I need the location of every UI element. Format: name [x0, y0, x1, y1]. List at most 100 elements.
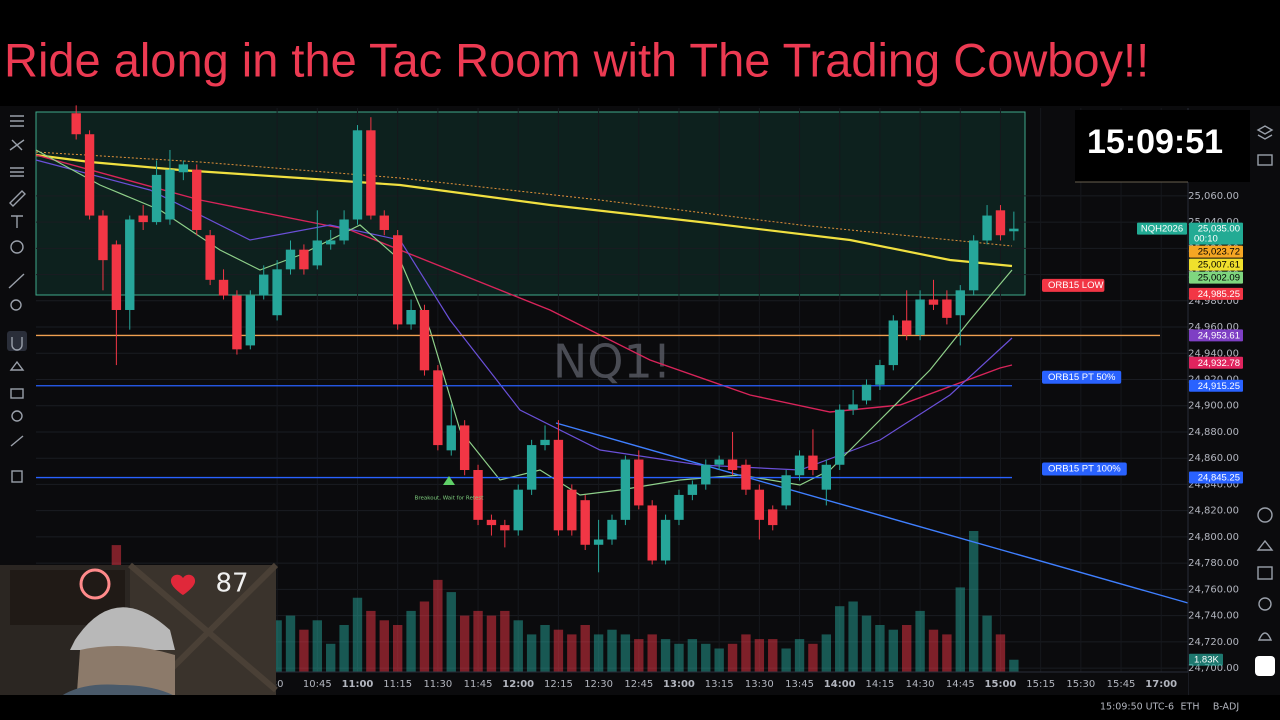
volume-bar — [540, 625, 550, 672]
candle-body — [660, 519, 671, 561]
magnet-icon[interactable] — [11, 337, 23, 351]
volume-bar — [607, 629, 617, 672]
chart-icon[interactable] — [1256, 539, 1274, 551]
x-tick-label: 11:30 — [423, 679, 452, 690]
calendar-icon[interactable] — [1257, 566, 1273, 580]
volume-bar — [326, 643, 336, 672]
candle-body — [392, 235, 403, 325]
volume-bar — [352, 597, 363, 672]
breakout-note: Breakout, Wait for Retest — [415, 496, 485, 502]
volume-bar — [995, 634, 1006, 672]
y-tick-label: 24,760.00 — [1188, 584, 1239, 595]
status-adjust: B-ADJ — [1213, 702, 1239, 713]
candle-body — [326, 240, 336, 245]
candle-body — [540, 439, 550, 446]
volume-bar — [272, 620, 282, 672]
volume-bar — [593, 634, 604, 672]
candle-body — [794, 455, 805, 476]
price-tag — [1189, 222, 1243, 245]
candle-body — [98, 215, 108, 261]
candle-body — [379, 215, 389, 230]
price-tag-label: 24,953.61 — [1198, 330, 1240, 341]
price-tag — [1189, 245, 1243, 258]
volume-bar — [473, 610, 483, 672]
text-icon[interactable] — [11, 215, 23, 228]
apps-button[interactable] — [1255, 656, 1275, 676]
x-tick-label: 14:45 — [946, 679, 975, 690]
status-bar — [0, 695, 1280, 720]
x-tick-label: 15:15 — [1026, 679, 1055, 690]
candle-body — [928, 299, 939, 305]
eye-icon[interactable] — [11, 410, 23, 422]
candle-body — [419, 309, 430, 371]
price-tag — [1189, 329, 1243, 342]
volume-bar — [687, 639, 698, 672]
lines-icon[interactable] — [10, 167, 24, 177]
candle-body — [526, 445, 537, 490]
cap — [70, 607, 175, 650]
y-tick-label: 24,980.00 — [1188, 296, 1239, 307]
right-toolbar[interactable] — [1255, 125, 1275, 676]
price-tag-label: 25,007.61 — [1198, 260, 1240, 271]
level-label-box — [1042, 370, 1122, 384]
candle-body — [433, 370, 443, 446]
chat-icon[interactable] — [1257, 154, 1273, 166]
volume-bar — [701, 643, 711, 672]
menu-icon[interactable] — [10, 115, 24, 127]
heart-rate: 87 — [215, 569, 248, 599]
trash-icon[interactable] — [11, 470, 23, 483]
level-label: ORB15 PT 100% — [1048, 464, 1121, 475]
y-tick-label: 24,740.00 — [1188, 611, 1239, 622]
breakout-marker — [443, 476, 455, 485]
ruler-icon[interactable] — [8, 273, 25, 289]
candle-body — [71, 113, 81, 135]
ma-purple — [35, 159, 1013, 471]
volume-bar — [928, 629, 939, 672]
watermark: NQ1! — [553, 335, 671, 389]
ma-red — [35, 154, 1013, 413]
x-tick-label: 11:00 — [342, 679, 374, 690]
volume-bar — [392, 625, 403, 672]
link-icon[interactable] — [10, 435, 24, 447]
candle-body — [714, 459, 724, 465]
toolbar-icons[interactable] — [7, 115, 27, 483]
candle-body — [580, 500, 590, 545]
signal-icon[interactable] — [1258, 597, 1272, 611]
bell-icon[interactable] — [1257, 632, 1273, 641]
lock-icon[interactable] — [10, 388, 24, 399]
volume-bar — [942, 634, 952, 672]
status-session: ETH — [1181, 702, 1200, 713]
y-tick-label: 24,900.00 — [1188, 401, 1239, 412]
symbol-label: NQH2026 — [1141, 224, 1183, 235]
volume-bar — [312, 620, 322, 672]
layers-icon[interactable] — [1256, 125, 1274, 140]
volume-bar — [446, 592, 456, 672]
level-label: ORB15 PT 50% — [1048, 372, 1116, 383]
candle-body — [459, 425, 470, 471]
pen-icon[interactable] — [9, 190, 26, 207]
candle-body — [754, 489, 765, 520]
neon-sign — [79, 568, 111, 600]
candle-body — [634, 459, 644, 506]
candle-body — [567, 489, 577, 531]
cross-icon[interactable] — [9, 139, 25, 151]
candle-body — [192, 169, 202, 230]
volume-bar — [513, 620, 523, 672]
candle-body — [245, 295, 256, 346]
volume-bar — [1009, 659, 1019, 672]
candle-body — [982, 215, 992, 241]
x-tick-label: 13:15 — [705, 679, 734, 690]
candle-body — [607, 519, 617, 540]
y-tick-label: 24,780.00 — [1188, 558, 1239, 569]
volume-bar — [433, 579, 443, 672]
volume-tag-label: 1.83K — [1194, 655, 1219, 666]
target-icon[interactable] — [1257, 507, 1273, 523]
volume-bar — [419, 601, 430, 672]
volume-bar — [794, 639, 805, 672]
zoom-icon[interactable] — [10, 299, 22, 311]
emoji-icon[interactable] — [10, 240, 24, 254]
lock-draw-icon[interactable] — [9, 360, 25, 371]
price-tag — [1189, 379, 1243, 392]
volume-bar — [366, 610, 376, 672]
magnet-bg[interactable] — [7, 331, 27, 351]
